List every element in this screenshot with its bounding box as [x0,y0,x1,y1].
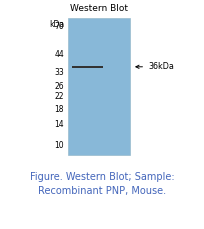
Bar [68,18,129,155]
Text: kDa: kDa [49,20,64,29]
Text: Recombinant PNP, Mouse.: Recombinant PNP, Mouse. [38,186,166,196]
Text: 18: 18 [54,105,64,114]
Text: 26: 26 [54,82,64,91]
Text: 70: 70 [54,22,64,31]
Text: Western Blot: Western Blot [70,4,127,13]
Text: Figure. Western Blot; Sample:: Figure. Western Blot; Sample: [30,172,174,182]
Text: 44: 44 [54,50,64,59]
Text: 33: 33 [54,68,64,77]
Text: 10: 10 [54,141,64,150]
Text: 22: 22 [54,92,64,101]
Text: 36kDa: 36kDa [135,62,173,71]
Bar [72,65,102,68]
Text: 14: 14 [54,120,64,129]
